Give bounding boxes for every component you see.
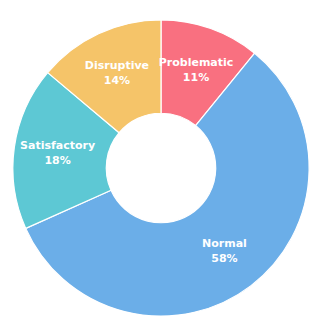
svg-text:18%: 18%: [44, 154, 70, 167]
svg-text:58%: 58%: [211, 252, 237, 265]
svg-text:14%: 14%: [104, 74, 130, 87]
svg-text:Disruptive: Disruptive: [85, 59, 149, 72]
svg-text:Normal: Normal: [202, 237, 247, 250]
svg-text:11%: 11%: [183, 71, 209, 84]
svg-text:Problematic: Problematic: [159, 56, 234, 69]
svg-text:Satisfactory: Satisfactory: [20, 139, 95, 152]
